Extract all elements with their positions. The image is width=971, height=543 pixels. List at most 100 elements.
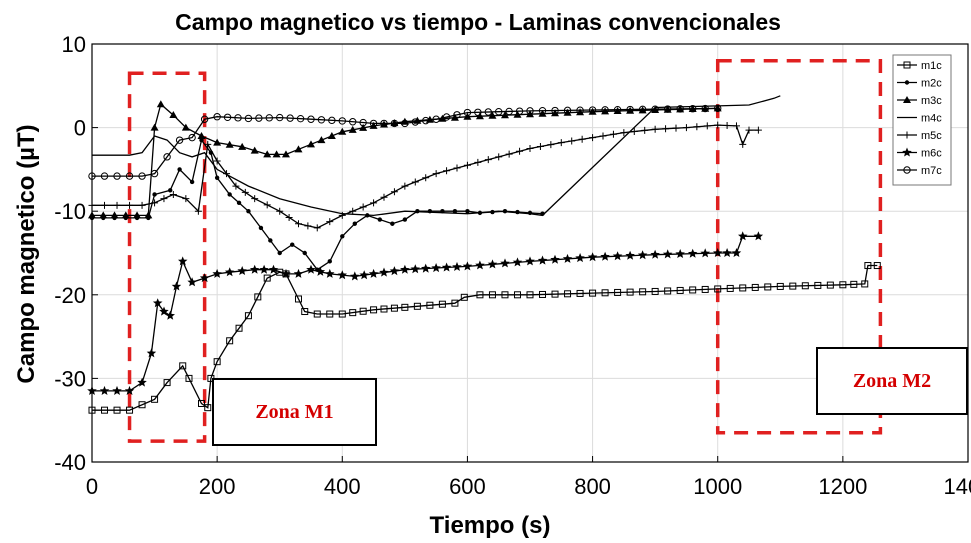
data-point-m6c — [359, 270, 369, 280]
data-point-m6c — [587, 252, 598, 262]
data-point-m7c — [551, 106, 559, 115]
data-point-m6c — [337, 270, 347, 280]
data-point-m5c — [693, 123, 701, 131]
data-point-m1c — [513, 291, 521, 299]
legend-marker — [903, 96, 911, 103]
series-line-m5c — [92, 124, 759, 229]
data-point-m5c — [536, 143, 544, 151]
data-point-m6c — [462, 261, 473, 271]
data-point-m7c — [188, 133, 196, 142]
data-point-m7c — [265, 114, 273, 122]
data-point-m6c — [537, 255, 548, 265]
data-point-m1c — [726, 284, 734, 292]
legend-marker — [902, 147, 912, 157]
data-point-m1c — [301, 308, 309, 316]
data-point-m1c — [370, 306, 378, 314]
data-point-m5c — [113, 201, 121, 209]
data-point-m1c — [254, 293, 262, 301]
data-point-m3c — [238, 142, 247, 150]
legend-label: m3c — [921, 95, 942, 107]
legend-item-m3c: m3c — [897, 95, 942, 107]
data-point-m3c — [307, 140, 315, 148]
series-m1c — [88, 262, 881, 414]
data-point-m5c — [589, 134, 597, 142]
data-point-m7c — [349, 118, 357, 126]
data-point-m7c — [576, 106, 584, 114]
data-point-m7c — [701, 104, 709, 113]
data-point-m5c — [304, 222, 312, 230]
data-point-m2c — [390, 221, 395, 226]
data-point-m7c — [651, 105, 659, 113]
data-point-m2c — [152, 192, 157, 197]
data-point-m1c — [390, 304, 398, 312]
data-point-m5c — [703, 122, 711, 130]
data-point-m1c — [451, 299, 459, 307]
data-point-m6c — [612, 251, 623, 261]
data-point-m3c — [150, 123, 159, 131]
data-point-m7c — [234, 114, 242, 122]
data-point-m1c — [426, 301, 434, 309]
data-point-m1c — [88, 406, 96, 414]
data-point-m1c — [359, 307, 367, 315]
data-point-m7c — [255, 114, 263, 122]
data-point-m1c — [185, 374, 193, 382]
data-point-m2c — [189, 179, 195, 185]
data-point-m6c — [350, 271, 360, 281]
legend-box — [892, 54, 952, 186]
data-point-m1c — [839, 281, 847, 289]
data-point-m2c — [268, 238, 273, 243]
data-point-m6c — [421, 263, 431, 273]
data-point-m6c — [753, 231, 764, 241]
data-point-m3c — [110, 211, 119, 219]
data-point-m3c — [359, 123, 368, 131]
x-axis-label: Tiempo (s) — [430, 512, 551, 539]
data-point-m7c — [526, 107, 534, 115]
data-point-m3c — [144, 211, 153, 219]
data-point-m6c — [199, 273, 210, 283]
data-point-m7c — [338, 117, 346, 125]
data-point-m2c — [377, 217, 383, 222]
data-point-m6c — [500, 258, 510, 268]
data-point-m6c — [675, 249, 685, 258]
data-point-m3c — [181, 123, 190, 131]
data-point-m7c — [588, 106, 597, 114]
data-point-m2c — [246, 209, 251, 214]
data-point-m7c — [626, 105, 634, 114]
data-point-m5c — [651, 125, 659, 133]
data-point-m7c — [100, 172, 109, 180]
legend-item-m2c: m2c — [897, 78, 942, 90]
data-point-m1c — [626, 288, 634, 296]
data-point-m2c — [402, 217, 408, 222]
data-point-m1c — [101, 406, 109, 414]
data-point-m6c — [441, 262, 452, 272]
data-point-m3c — [133, 211, 142, 219]
data-point-m1c — [614, 288, 622, 296]
data-point-m5c — [213, 157, 221, 165]
data-point-m5c — [160, 195, 168, 203]
data-point-m2c — [177, 167, 182, 172]
data-point-m7c — [150, 169, 159, 178]
data-point-m3c — [338, 127, 347, 135]
data-point-m1c — [488, 291, 496, 299]
data-point-m6c — [152, 298, 163, 308]
x-tick-label: 0 — [86, 474, 98, 499]
data-point-m5c — [578, 135, 586, 143]
plot-frame — [91, 43, 969, 463]
legend-item-m6c: m6c — [897, 147, 942, 160]
legend-item-m1c: m1c — [897, 60, 942, 72]
data-point-m3c — [294, 145, 303, 153]
data-point-m7c — [601, 106, 609, 114]
series-line-m1c — [92, 264, 878, 411]
data-point-m6c — [389, 266, 400, 276]
data-point-m5c — [609, 130, 617, 138]
data-point-m5c — [620, 129, 628, 137]
data-point-m5c — [276, 207, 284, 215]
data-point-m2c — [340, 234, 345, 239]
data-point-m6c — [738, 231, 748, 241]
data-point-m5c — [223, 170, 231, 178]
data-point-m1c — [639, 288, 647, 296]
data-point-m1c — [413, 302, 421, 310]
legend-label: m1c — [921, 60, 942, 72]
zone-rect-2 — [715, 58, 883, 435]
data-point-m2c — [290, 242, 295, 247]
